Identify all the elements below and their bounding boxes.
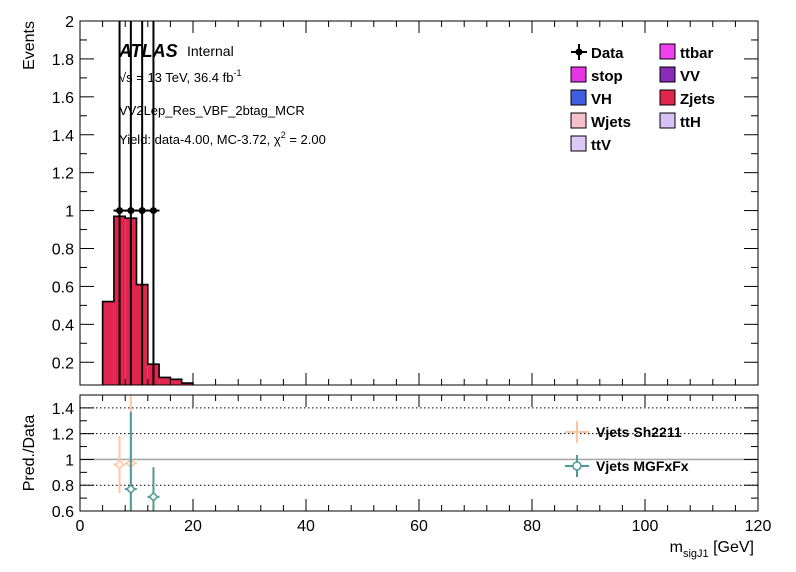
ratio-y-tick-label: 1 [65,452,74,469]
yield-annotation: Yield: data-4.00, MC-3.72, χ2 = 2.00 [119,130,326,147]
legend-entry: ttH [659,112,701,131]
main-y-tick-label: 0.8 [52,242,74,259]
ratio-y-tick-label: 1.4 [52,401,74,418]
x-tick-label: 120 [745,518,772,535]
main-x-ticks [79,21,759,385]
legend-entry: ttbar [659,43,713,62]
x-tick-label: 80 [523,518,541,535]
ratio-legend-entry: Vjets MGFxFx [565,455,689,477]
ratio-y-axis: 0.6 0.8 1 1.2 1.4 [52,394,758,521]
ratio-point [124,411,137,511]
ratio-legend-label: Vjets MGFxFx [596,458,689,474]
main-y-tick-label: 1 [65,204,74,221]
main-y-tick-label: 1.4 [52,128,74,145]
legend-entry: stop [570,66,623,85]
data-points [113,21,160,385]
main-legend: Data ttbar stop VV VH Zjets Wjets ttH ttV [570,43,715,154]
data-point [147,21,160,385]
ratio-legend: Vjets Sh2211 Vjets MGFxFx [565,421,689,477]
main-y-tick-label: 2 [65,14,74,31]
zjets-bar [102,301,114,385]
ratio-y-axis-label: Pred./Data [21,415,38,492]
main-y-tick-label: 0.4 [52,317,74,334]
ratio-legend-label: Vjets Sh2211 [596,424,682,440]
yield-sup: 2 [281,130,286,140]
x-axis-label-unit: [GeV] [709,539,754,556]
stack-outline [101,215,194,385]
legend-label: ttH [680,114,701,131]
legend-entry: Wjets [570,112,631,131]
ratio-point [147,467,160,511]
x-axis-label: msigJ1 [GeV] [670,539,754,560]
zjets-bar [170,379,182,385]
legend-label: ttV [591,137,611,154]
legend-entry: Data [571,44,624,62]
x-tick-label: 60 [410,518,428,535]
x-tick-label: 0 [76,518,85,535]
legend-label: Data [591,45,624,62]
energy-annotation: √s = 13 TeV, 36.4 fb-1 [119,68,242,85]
zjets-bar [181,383,193,385]
main-y-tick-label: 0.2 [52,355,74,372]
legend-label: VV [680,68,700,85]
yield-tail: = 2.00 [286,132,326,147]
legend-entry: VH [570,89,612,108]
region-annotation: VV2Lep_Res_VBF_2btag_MCR [119,103,305,118]
data-point [136,21,149,385]
main-y-tick-label: 0.6 [52,279,74,296]
x-tick-label: 100 [632,518,659,535]
atlas-label: ATLAS [118,41,178,61]
energy-sup: -1 [233,68,241,78]
ratio-panel: 0.6 0.8 1 1.2 1.4 0 20 40 60 80 100 120 Pred./Data… [21,394,772,560]
data-point [124,21,137,385]
ratio-y-tick-label: 1.2 [52,427,74,444]
ratio-legend-entry: Vjets Sh2211 [565,421,682,443]
legend-entry: Zjets [659,89,715,108]
main-y-tick-label: 1.6 [52,90,74,107]
x-axis-label-sub: sigJ1 [683,548,709,560]
main-y-axis: 0.2 0.4 0.6 0.8 1 1.2 1.4 1.6 1.8 2 [52,14,758,372]
legend-label: VH [591,91,612,108]
data-point [113,21,126,385]
ratio-point [113,436,126,493]
main-y-tick-label: 1.2 [52,166,74,183]
ratio-points [113,395,160,511]
x-axis-label-main: m [670,539,683,556]
legend-entry: ttV [570,135,611,154]
legend-entry: VV [659,66,700,85]
yield-text: Yield: data-4.00, MC-3.72, χ [119,132,281,147]
main-y-tick-label: 1.8 [52,52,74,69]
zjets-bar [159,377,171,385]
legend-label: stop [591,68,623,85]
internal-label: Internal [187,43,234,59]
main-y-axis-label: Events [21,21,38,70]
legend-label: Zjets [680,91,715,108]
energy-text: √s = 13 TeV, 36.4 fb [119,70,233,85]
x-tick-label: 20 [184,518,202,535]
ratio-x-axis: 0 20 40 60 80 100 120 [76,395,772,535]
main-panel: 0.20.40.60.811.21.41.61.82 Events ATLAS … [21,14,759,386]
x-tick-label: 40 [297,518,315,535]
legend-label: Wjets [591,114,631,131]
legend-label: ttbar [680,45,713,62]
ratio-y-tick-label: 0.8 [52,478,74,495]
ratio-grid [80,407,758,486]
ratio-y-tick-label: 0.6 [52,504,74,521]
